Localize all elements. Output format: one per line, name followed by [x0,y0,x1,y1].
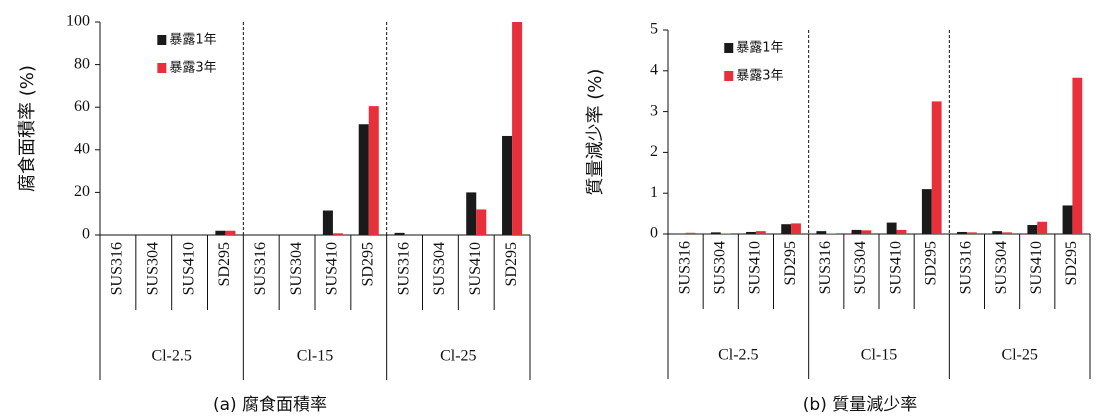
bar [755,231,766,234]
bar [512,22,523,235]
x-tick-label: SUS410 [887,241,904,294]
bar [851,229,862,234]
y-axis-label: 腐食面積率 (%) [17,65,38,192]
chart: 0 1 2 3 4 5 質量減少率 (%) Cl-2.5 Cl-15 Cl-25 SUS316 SUS… [585,21,1091,415]
legend-swatch [157,35,167,45]
x-tick-label: SUS316 [395,242,412,295]
bar [394,232,405,235]
x-tick-label: SD295 [782,241,799,285]
bar [225,230,236,235]
x-tick-label: SUS410 [467,242,484,295]
x-tick-label: SUS410 [180,242,197,295]
group-label: Cl-15 [861,347,897,364]
legend-label: 暴露3年 [169,61,216,76]
group-label: Cl-2.5 [718,347,758,364]
x-tick-label: SUS304 [431,242,448,295]
y-tick-label: 2 [650,143,658,160]
group-label: Cl-25 [1001,347,1037,364]
y-axis-label: 質量減少率 (%) [585,69,606,196]
x-tick-label: SD295 [216,242,233,286]
caption: (b) 質量減少率 [803,395,917,415]
x-tick-label: SUS316 [958,241,975,294]
bar [358,124,369,235]
legend-swatch [724,71,734,81]
x-tick-label: SUS304 [288,242,305,295]
bar [322,210,333,235]
y-tick-label: 100 [66,13,90,30]
y-tick-label: 1 [650,184,658,201]
bar [685,232,696,234]
x-tick-label: SUS410 [747,241,764,294]
group-label: Cl-15 [297,348,333,365]
bar [746,231,756,234]
bar [992,231,1003,234]
bar [896,229,907,234]
bar [476,209,487,235]
y-tick-label: 5 [650,21,658,38]
x-tick-label: SD295 [359,242,376,286]
bar [921,189,932,234]
caption: (a) 腐食面積率 [213,395,327,415]
group-label: Cl-25 [440,348,476,365]
legend-swatch [157,63,167,73]
bar [502,135,513,235]
x-tick-label: SUS410 [1028,241,1045,294]
y-tick-label: 0 [82,226,90,243]
x-tick-label: SUS304 [852,241,869,294]
x-tick-label: SUS304 [144,242,161,295]
bar [861,230,872,234]
y-tick-label: 0 [650,225,658,242]
y-tick-label: 3 [650,102,658,119]
y-tick-label: 40 [74,140,90,157]
x-tick-label: SD295 [922,241,939,285]
y-tick-label: 60 [74,98,90,115]
y-tick-label: 4 [650,61,658,78]
x-tick-label: SUS304 [711,241,728,294]
legend-label: 暴露1年 [736,41,783,56]
x-tick-label: SUS410 [324,242,341,295]
bar [966,232,977,234]
legend-swatch [724,43,734,53]
x-tick-label: SUS316 [676,241,693,294]
bar [781,224,792,234]
group-label: Cl-2.5 [151,348,191,365]
legend-label: 暴露1年 [169,33,216,48]
x-tick-label: SUS304 [993,241,1010,294]
bar [215,230,226,235]
chart: 0 20 40 60 80 100 腐食面積率 (%) Cl-2.5 Cl-15 Cl-25 SUS… [17,13,531,415]
bar [1072,77,1083,235]
bar [791,223,801,234]
bar [816,231,827,234]
x-tick-label: SUS316 [109,242,126,295]
bar [466,192,477,235]
x-tick-label: SUS316 [817,241,834,294]
x-tick-label: SUS316 [252,242,269,295]
x-tick-label: SD295 [503,242,520,286]
bar [1002,232,1012,234]
y-tick-label: 80 [74,55,90,72]
bar [1027,225,1038,234]
x-tick-label: SD295 [1063,241,1080,285]
bar [332,233,343,235]
y-tick-label: 20 [74,183,90,200]
bar [710,232,721,234]
bar [1062,205,1073,234]
bar [931,101,942,235]
bar [1037,221,1048,234]
bar [886,222,897,234]
bar [368,106,379,235]
bar [957,231,967,234]
legend-label: 暴露3年 [736,69,783,84]
